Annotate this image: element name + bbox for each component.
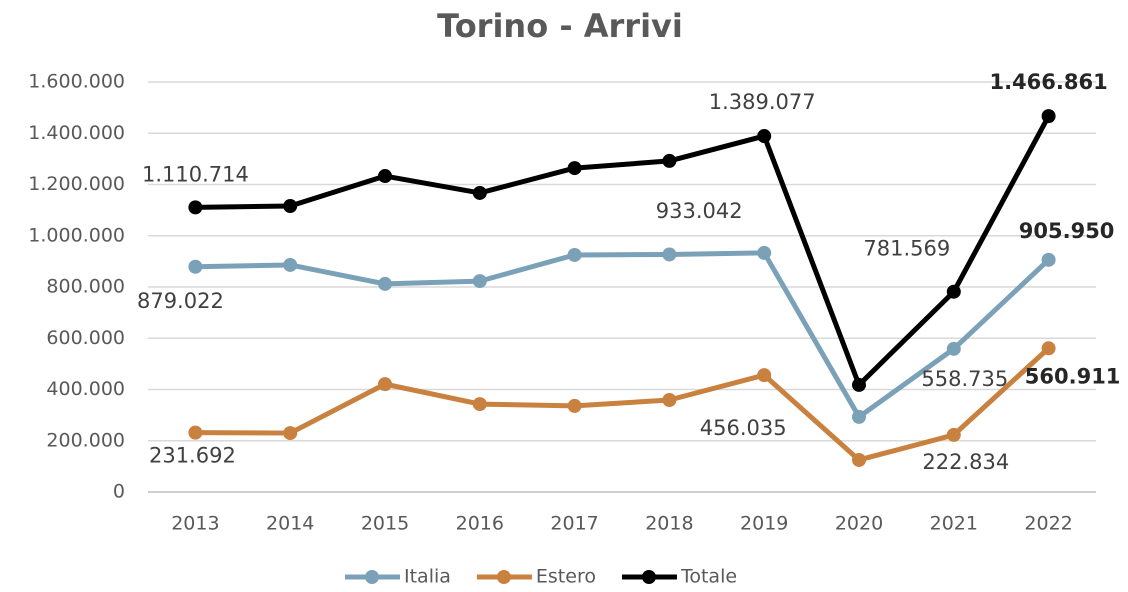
- point: [662, 393, 677, 408]
- point: [757, 129, 772, 144]
- legend-label: Italia: [404, 566, 451, 588]
- series-line: [195, 114, 1051, 388]
- series-line: [195, 346, 1051, 463]
- point: [188, 425, 203, 440]
- point: [946, 284, 961, 299]
- point: [567, 161, 582, 176]
- value-label: 1.389.077: [709, 90, 816, 114]
- y-tick-label: 200.000: [46, 429, 125, 451]
- point: [662, 247, 677, 262]
- point: [1041, 341, 1056, 356]
- point: [567, 247, 582, 262]
- y-tick-label: 1.600.000: [28, 71, 125, 93]
- point: [378, 169, 392, 184]
- x-tick-label: 2021: [930, 513, 978, 535]
- y-tick-label: 0: [113, 481, 125, 503]
- point: [852, 409, 866, 424]
- x-tick-label: 2013: [171, 513, 219, 535]
- value-label: 231.692: [149, 444, 236, 468]
- x-tick-label: 2020: [835, 513, 883, 535]
- value-label: 1.110.714: [142, 162, 249, 186]
- value-label: 558.735: [921, 367, 1008, 391]
- point: [472, 274, 487, 289]
- point: [472, 185, 487, 200]
- legend-marker: [496, 570, 511, 584]
- series-line: [195, 250, 1051, 420]
- point: [946, 427, 961, 442]
- point: [757, 245, 772, 260]
- point: [662, 153, 677, 168]
- x-tick-label: 2014: [266, 513, 314, 535]
- y-tick-label: 600.000: [46, 327, 125, 349]
- point: [1041, 252, 1056, 267]
- value-label: 933.042: [656, 199, 743, 223]
- point: [567, 398, 582, 413]
- point: [283, 426, 298, 441]
- point: [378, 276, 392, 291]
- legend-label: Estero: [536, 566, 596, 588]
- legend-marker: [365, 570, 379, 584]
- value-label: 781.569: [863, 237, 950, 261]
- x-tick-label: 2019: [740, 513, 788, 535]
- point: [1041, 109, 1056, 124]
- point: [472, 397, 487, 412]
- x-tick-label: 2022: [1024, 513, 1072, 535]
- value-label: 905.950: [1019, 219, 1115, 243]
- value-label: 1.466.861: [989, 70, 1107, 94]
- point: [283, 257, 298, 272]
- y-tick-label: 800.000: [46, 276, 125, 298]
- value-label: 879.022: [137, 289, 224, 313]
- y-tick-label: 400.000: [46, 378, 125, 400]
- point: [188, 259, 203, 274]
- legend-label: Totale: [680, 566, 737, 588]
- point: [852, 377, 866, 392]
- point: [946, 341, 961, 356]
- point: [283, 199, 298, 214]
- x-tick-label: 2016: [456, 513, 504, 535]
- x-tick-label: 2017: [550, 513, 598, 535]
- x-tick-label: 2018: [645, 513, 693, 535]
- legend-marker: [641, 570, 656, 584]
- y-tick-label: 1.200.000: [28, 173, 125, 195]
- x-tick-label: 2015: [361, 513, 409, 535]
- point: [852, 452, 866, 467]
- point: [188, 200, 203, 215]
- y-tick-label: 1.400.000: [28, 122, 125, 144]
- value-label: 560.911: [1025, 364, 1121, 388]
- value-label: 222.834: [922, 450, 1009, 474]
- value-label: 456.035: [700, 416, 787, 440]
- chart-title: Torino - Arrivi: [437, 7, 683, 45]
- y-tick-label: 1.000.000: [28, 224, 125, 246]
- point: [378, 377, 392, 392]
- point: [757, 368, 772, 383]
